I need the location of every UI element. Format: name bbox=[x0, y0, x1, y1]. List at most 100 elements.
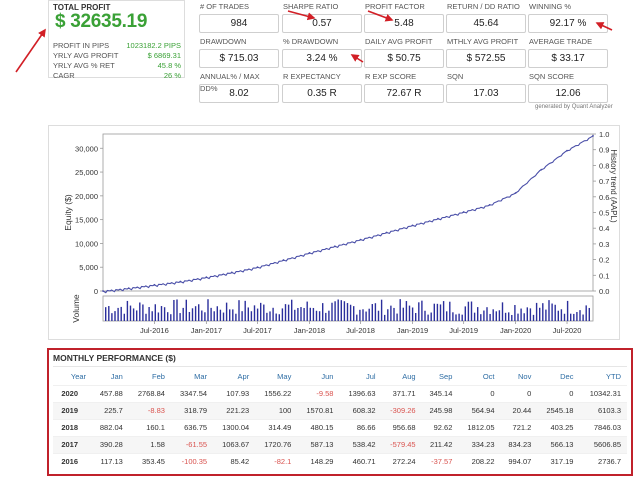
equity-point bbox=[230, 271, 233, 274]
volume-bar bbox=[573, 313, 575, 321]
table-cell: 107.93 bbox=[213, 384, 256, 402]
stat-value: 0.57 bbox=[282, 14, 362, 33]
volume-bar bbox=[504, 312, 507, 321]
volume-bar bbox=[377, 310, 380, 321]
volume-bar bbox=[241, 311, 243, 321]
table-cell: 245.98 bbox=[421, 401, 459, 419]
x-tick-label: Jan-2020 bbox=[500, 326, 531, 335]
volume-bar bbox=[129, 305, 132, 321]
equity-series-line bbox=[102, 135, 594, 294]
x-tick-label: Jan-2018 bbox=[294, 326, 325, 335]
volume-bar bbox=[477, 307, 479, 321]
table-cell: 834.23 bbox=[500, 435, 538, 453]
table-cell: 10342.31 bbox=[579, 384, 627, 402]
table-cell: 85.42 bbox=[213, 452, 256, 470]
stat-label: MTHLY AVG PROFIT bbox=[447, 37, 519, 46]
x-tick-label: Jan-2019 bbox=[397, 326, 428, 335]
table-cell: 314.49 bbox=[255, 418, 298, 436]
year-cell: 2017 bbox=[53, 435, 93, 453]
column-header-ytd: YTD bbox=[606, 372, 621, 382]
volume-bar bbox=[139, 302, 141, 321]
column-header-year: Year bbox=[70, 372, 87, 382]
arrow-total-profit bbox=[15, 28, 46, 73]
equity-point bbox=[514, 192, 517, 194]
volume-bar bbox=[126, 300, 129, 321]
volume-bar bbox=[148, 307, 150, 321]
equity-point bbox=[566, 149, 568, 152]
volume-bar bbox=[442, 301, 445, 321]
volume-bar bbox=[424, 310, 426, 321]
column-header-oct: Oct bbox=[482, 372, 495, 382]
table-cell: 1396.63 bbox=[339, 384, 382, 402]
equity-point bbox=[540, 168, 543, 171]
stat-label: SHARPE RATIO bbox=[283, 2, 339, 11]
volume-bar bbox=[340, 300, 342, 321]
table-cell: 1570.81 bbox=[297, 401, 340, 419]
volume-bar bbox=[461, 314, 463, 321]
table-cell: 564.94 bbox=[458, 401, 501, 419]
volume-bar bbox=[393, 307, 395, 321]
volume-bar bbox=[408, 305, 411, 321]
stat-value: 72.67 R bbox=[364, 84, 444, 103]
volume-bar bbox=[266, 312, 268, 321]
summary-value: 1023182.2 PIPS bbox=[126, 41, 181, 50]
volume-bar bbox=[269, 311, 271, 321]
stat-value: 984 bbox=[199, 14, 279, 33]
table-cell: 86.66 bbox=[339, 418, 382, 436]
volume-bar bbox=[108, 306, 110, 321]
generated-by-note: generated by Quant Analyzer bbox=[535, 104, 613, 110]
stat-daily-avg-profit: DAILY AVG PROFIT $ 50.75 bbox=[364, 36, 444, 70]
table-cell: 20.44 bbox=[500, 401, 538, 419]
stat-label: AVERAGE TRADE bbox=[529, 37, 593, 46]
volume-bar bbox=[563, 313, 566, 321]
volume-bar bbox=[489, 313, 491, 321]
equity-point bbox=[205, 276, 208, 279]
volume-bar bbox=[225, 302, 228, 321]
table-cell: 390.28 bbox=[92, 435, 129, 453]
summary-value: $ 6869.31 bbox=[147, 51, 181, 60]
volume-bar bbox=[566, 300, 569, 321]
equity-point bbox=[333, 245, 336, 248]
volume-bar bbox=[486, 307, 488, 321]
volume-bar bbox=[229, 309, 231, 321]
volume-bar bbox=[374, 303, 377, 321]
volume-bar bbox=[430, 312, 432, 321]
table-cell: -579.45 bbox=[381, 435, 422, 453]
table-cell: 0 bbox=[458, 384, 501, 402]
equity-point bbox=[153, 283, 156, 286]
table-cell: 317.19 bbox=[537, 452, 580, 470]
volume-bar bbox=[579, 310, 581, 321]
x-tick-label: Jul-2020 bbox=[553, 326, 582, 335]
table-row: 2018 882.04 160.1 636.75 1300.04 314.49 480.15… bbox=[53, 418, 627, 436]
volume-bar bbox=[322, 303, 324, 321]
stat-value: 17.03 bbox=[446, 84, 526, 103]
y2-tick-label: 0.3 bbox=[599, 240, 609, 249]
table-cell: 100 bbox=[255, 401, 298, 419]
volume-bar bbox=[207, 299, 209, 321]
volume-bar bbox=[365, 311, 367, 321]
table-cell: 3347.54 bbox=[170, 384, 214, 402]
y-tick-label: 25,000 bbox=[75, 168, 98, 177]
volume-bar bbox=[362, 309, 364, 321]
volume-bar bbox=[511, 314, 513, 321]
volume-bar bbox=[114, 311, 116, 321]
total-profit-title: TOTAL PROFIT bbox=[53, 3, 111, 12]
volume-bar bbox=[312, 307, 315, 321]
volume-bar bbox=[492, 309, 494, 321]
table-cell: 721.2 bbox=[500, 418, 538, 436]
table-cell: 221.23 bbox=[213, 401, 256, 419]
table-cell: 117.13 bbox=[92, 452, 129, 470]
volume-bar bbox=[250, 311, 253, 321]
equity-point bbox=[592, 135, 594, 137]
volume-bar bbox=[387, 309, 389, 321]
volume-bar bbox=[235, 313, 237, 321]
volume-bar bbox=[535, 302, 538, 321]
volume-bar bbox=[111, 313, 113, 321]
volume-bar bbox=[415, 312, 417, 321]
stat-sqn-score: SQN SCORE 12.06 bbox=[528, 71, 608, 105]
table-cell: 403.25 bbox=[537, 418, 580, 436]
volume-bar bbox=[198, 304, 200, 321]
stat-value: $ 50.75 bbox=[364, 49, 444, 68]
equity-point bbox=[462, 211, 465, 213]
volume-bar bbox=[210, 307, 212, 321]
